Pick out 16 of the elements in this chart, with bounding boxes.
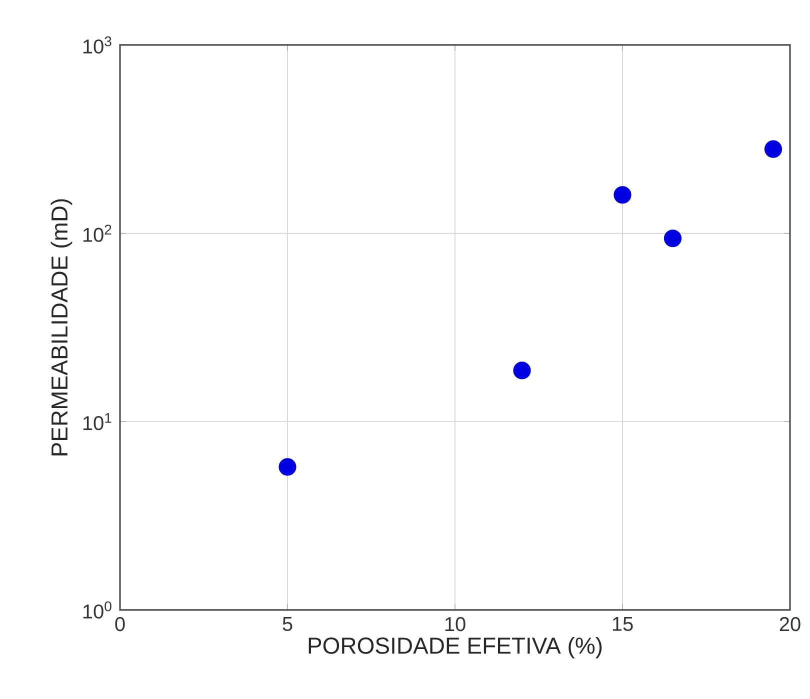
x-tick-label: 20 (780, 617, 800, 632)
y-tick-label: 10$^{2}$ (83, 224, 112, 242)
point (278, 458, 296, 476)
point (764, 140, 782, 158)
point (614, 186, 632, 204)
y-tick-label: 10$^{1}$ (83, 413, 112, 430)
point (513, 362, 531, 380)
point (664, 230, 682, 248)
y-tick-label: 10$^{3}$ (83, 36, 112, 54)
x-tick-label: 5 (282, 617, 292, 631)
x-tick-label: 0 (115, 617, 125, 632)
y-axis-title: PERMEABILIDADE (mD) (50, 199, 72, 456)
x-tick-label: 15 (612, 617, 633, 631)
x-axis-title: POROSIDADE EFETIVA (%) (308, 636, 602, 658)
x-tick-label: 10 (445, 617, 466, 632)
y-tick-label: 10$^{0}$ (83, 601, 112, 619)
